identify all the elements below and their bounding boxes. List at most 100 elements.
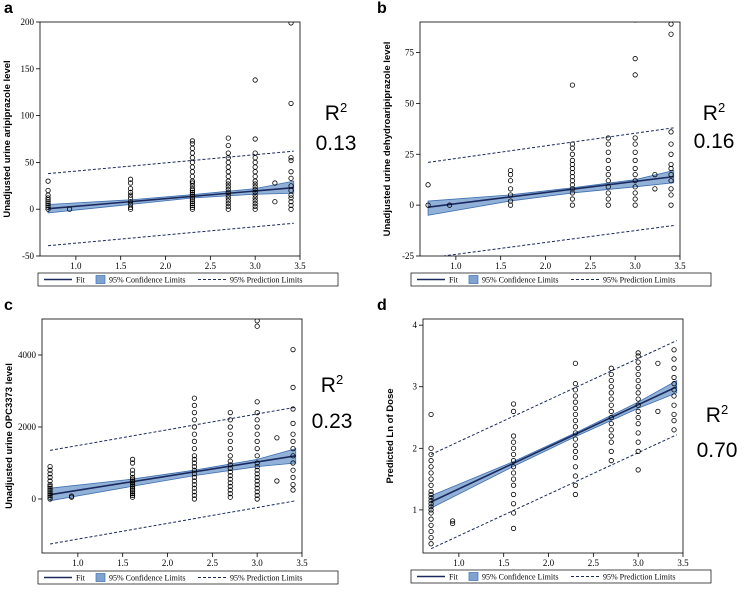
data-point — [671, 381, 677, 387]
data-point — [191, 438, 198, 444]
data-point — [227, 491, 233, 497]
legend-confidence-swatch — [468, 572, 479, 581]
data-point — [290, 460, 296, 466]
data-point — [510, 408, 517, 414]
data-point — [572, 387, 579, 393]
data-point — [652, 186, 658, 192]
data-point — [428, 535, 434, 541]
data-point — [632, 141, 638, 147]
data-point — [47, 464, 53, 470]
data-point — [47, 496, 53, 502]
data-point — [510, 476, 517, 482]
data-point — [605, 190, 611, 196]
data-point — [191, 478, 198, 484]
data-point — [635, 430, 641, 436]
data-point — [47, 483, 53, 489]
data-point — [254, 485, 260, 491]
data-point — [510, 464, 517, 470]
plot-frame — [419, 21, 681, 257]
data-point — [227, 494, 233, 500]
data-point — [189, 195, 196, 201]
data-point — [671, 387, 677, 393]
data-point — [129, 487, 136, 493]
data-point — [632, 56, 638, 62]
legend-frame — [410, 272, 712, 287]
data-point — [189, 159, 196, 165]
chart-a: 1.01.52.02.53.03.5-50050100150200Ln Dose… — [2, 17, 339, 287]
data-point — [225, 169, 231, 175]
data-point — [572, 430, 579, 436]
data-point — [635, 448, 641, 454]
data-point — [668, 151, 674, 157]
data-point — [288, 199, 294, 205]
data-point — [290, 453, 296, 459]
data-point — [428, 464, 434, 470]
prediction-lower-line — [49, 500, 296, 545]
panel-c: 1.01.52.02.53.03.5020004000Ln DoseUnadju… — [0, 297, 373, 594]
data-point — [254, 496, 260, 502]
data-point — [252, 200, 258, 207]
data-point — [428, 470, 434, 476]
data-point — [635, 377, 641, 384]
data-point — [635, 384, 641, 390]
data-point — [129, 491, 136, 497]
data-point — [252, 195, 258, 201]
plot-area — [425, 22, 675, 256]
panel-letter: d — [377, 297, 387, 314]
x-tick-label: 3.5 — [294, 261, 306, 271]
data-point — [252, 178, 258, 184]
data-point — [510, 491, 517, 498]
y-tick-label: 50 — [405, 98, 415, 108]
data-point — [254, 489, 260, 495]
data-point — [225, 195, 231, 201]
r2-label: R2 — [320, 372, 344, 397]
data-point — [189, 191, 196, 197]
x-tick-label: 2.0 — [543, 558, 555, 568]
data-point — [189, 193, 196, 199]
y-tick-label: 1 — [413, 505, 418, 515]
data-point — [254, 424, 260, 430]
data-point — [569, 196, 576, 202]
data-point — [129, 480, 136, 486]
confidence-band — [47, 180, 295, 214]
y-axis-title: Unadjusted urine dehydroaripiprazole lev… — [382, 42, 393, 237]
data-point — [225, 200, 231, 207]
panel-letter: b — [377, 0, 387, 17]
data-point — [655, 408, 661, 414]
x-tick-label: 2.0 — [160, 261, 172, 271]
data-point — [608, 365, 614, 371]
data-point — [572, 454, 579, 461]
data-point — [288, 169, 294, 175]
data-point — [127, 176, 134, 182]
legend: Fit 95% Confidence Limits 95% Prediction L… — [410, 272, 712, 287]
data-point — [252, 184, 258, 190]
data-point — [129, 478, 136, 484]
data-point — [569, 151, 576, 157]
data-point — [227, 446, 233, 452]
data-point — [45, 204, 51, 210]
data-point — [191, 424, 198, 430]
data-point — [635, 396, 641, 402]
data-point — [254, 460, 260, 466]
data-point — [671, 347, 677, 353]
data-point — [252, 198, 258, 204]
data-point — [45, 202, 51, 209]
r2-label: R2 — [705, 402, 729, 427]
data-point — [632, 135, 638, 141]
prediction-lower-line — [430, 434, 677, 550]
data-point — [252, 203, 258, 209]
panel-letter: a — [4, 0, 13, 17]
data-point — [671, 418, 677, 424]
data-point — [274, 435, 280, 441]
y-tick-label: 150 — [21, 64, 35, 74]
data-point — [608, 390, 614, 396]
data-point — [605, 172, 611, 178]
y-axis-title: Unadjusted urine OPC3373 level — [4, 363, 15, 509]
data-point — [671, 427, 677, 433]
data-point — [225, 135, 231, 141]
plot-frame — [422, 318, 684, 554]
x-tick-label: 2.0 — [162, 558, 174, 568]
prediction-upper-line — [427, 127, 674, 163]
x-tick-label: 1.0 — [72, 558, 84, 568]
data-point — [507, 178, 514, 184]
